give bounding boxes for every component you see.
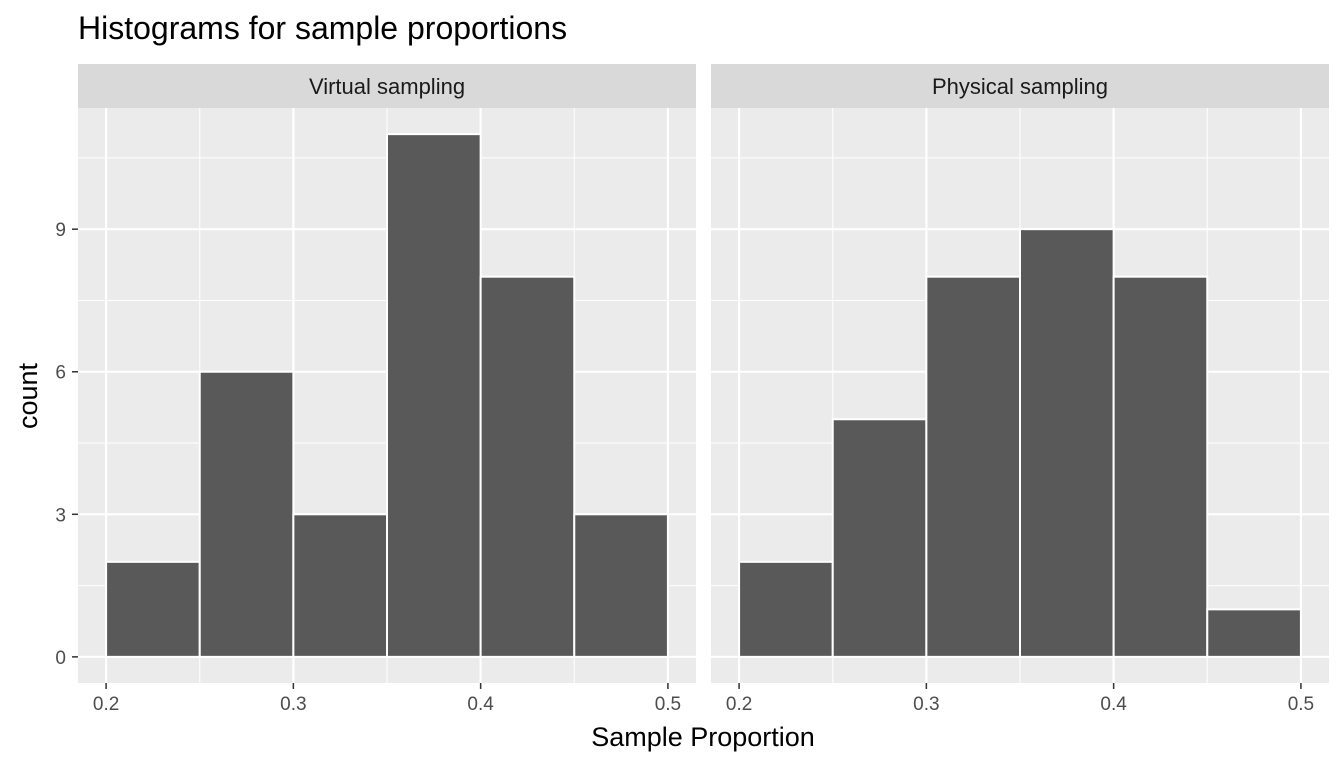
facet-panel-1: Virtual sampling 0.2 0.3 0.4 0.5 0 3 6 9 xyxy=(55,64,696,715)
x-tick-label: 0.2 xyxy=(93,694,119,715)
y-tick-label: 6 xyxy=(55,363,66,384)
x-tick-label: 0.3 xyxy=(913,694,939,715)
y-tick-label: 0 xyxy=(55,648,66,669)
y-axis-title: count xyxy=(13,362,43,429)
histogram-bar xyxy=(1112,275,1209,658)
histogram-bar xyxy=(738,560,834,658)
facet-strip-label: Physical sampling xyxy=(932,74,1108,99)
x-tick-label: 0.3 xyxy=(280,694,306,715)
histogram-bar xyxy=(105,560,201,658)
x-tick-label: 0.5 xyxy=(655,694,681,715)
facet-panel-2: Physical sampling 0.2 0.3 0.4 0.5 xyxy=(711,64,1329,715)
histogram-bar xyxy=(1206,608,1302,658)
x-axis-title: Sample Proportion xyxy=(591,722,815,752)
y-tick-label: 3 xyxy=(55,505,66,526)
facet-strip xyxy=(711,64,1329,108)
histogram-bar xyxy=(479,275,576,658)
x-tick-label: 0.4 xyxy=(467,694,494,715)
histogram-bar xyxy=(1019,228,1115,658)
facet-strip xyxy=(78,64,696,108)
histogram-bar xyxy=(198,370,295,658)
histogram-bar xyxy=(292,513,389,658)
histogram-bar xyxy=(573,513,669,658)
facet-strip-label: Virtual sampling xyxy=(309,74,465,99)
facet-panels: Virtual sampling 0.2 0.3 0.4 0.5 0 3 6 9 Physical… xyxy=(55,64,1329,715)
x-tick-label: 0.4 xyxy=(1100,694,1127,715)
chart-title: Histograms for sample proportions xyxy=(78,10,567,46)
histogram-bar xyxy=(386,133,482,658)
x-tick-label: 0.2 xyxy=(726,694,752,715)
histogram-bar xyxy=(831,418,928,658)
histogram-bar xyxy=(925,275,1022,658)
x-tick-label: 0.5 xyxy=(1288,694,1314,715)
y-tick-label: 9 xyxy=(55,220,66,241)
